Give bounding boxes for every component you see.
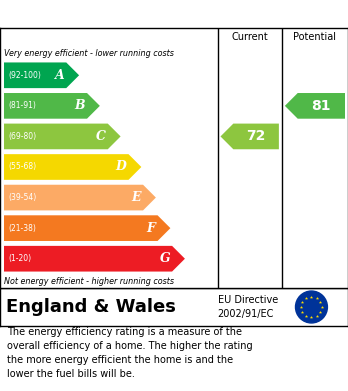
Text: (81-91): (81-91) [8,101,36,110]
Text: 72: 72 [246,129,266,143]
Polygon shape [4,215,171,241]
Polygon shape [4,154,141,180]
Text: C: C [96,130,106,143]
Text: Not energy efficient - higher running costs: Not energy efficient - higher running co… [4,276,174,285]
Text: The energy efficiency rating is a measure of the
overall efficiency of a home. T: The energy efficiency rating is a measur… [7,327,253,379]
Text: (55-68): (55-68) [8,163,36,172]
Text: England & Wales: England & Wales [6,298,176,316]
Text: Energy Efficiency Rating: Energy Efficiency Rating [7,7,198,21]
Text: Very energy efficient - lower running costs: Very energy efficient - lower running co… [4,48,174,57]
Text: D: D [116,160,127,174]
Polygon shape [4,124,121,149]
Polygon shape [4,185,156,210]
Text: G: G [159,252,170,265]
Circle shape [295,291,327,323]
Text: Current: Current [231,32,268,42]
Text: F: F [147,222,156,235]
Text: A: A [55,69,64,82]
Text: 81: 81 [311,99,331,113]
Text: B: B [74,99,85,112]
Text: (39-54): (39-54) [8,193,36,202]
Polygon shape [4,93,100,119]
Text: (1-20): (1-20) [8,254,31,263]
Text: (69-80): (69-80) [8,132,36,141]
Text: EU Directive: EU Directive [218,295,278,305]
Text: Potential: Potential [293,32,337,42]
Text: E: E [132,191,141,204]
Polygon shape [221,124,279,149]
Text: (21-38): (21-38) [8,224,36,233]
Polygon shape [4,246,185,272]
Text: (92-100): (92-100) [8,71,41,80]
Text: 2002/91/EC: 2002/91/EC [218,309,274,319]
Polygon shape [285,93,345,119]
Polygon shape [4,63,79,88]
